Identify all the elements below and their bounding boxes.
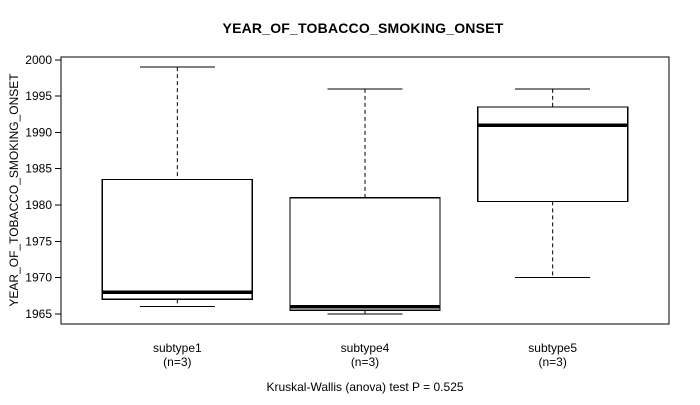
group-n-label: (n=3) bbox=[538, 355, 566, 369]
boxes bbox=[101, 66, 629, 315]
iqr-box bbox=[477, 106, 629, 202]
stat-test-caption: Kruskal-Wallis (anova) test P = 0.525 bbox=[266, 380, 463, 394]
x-axis-labels: subtype1(n=3)subtype4(n=3)subtype5(n=3) bbox=[153, 341, 577, 369]
box-group bbox=[477, 88, 629, 279]
y-tick-label: 1980 bbox=[25, 198, 52, 212]
y-axis-label: YEAR_OF_TOBACCO_SMOKING_ONSET bbox=[7, 73, 21, 307]
iqr-box bbox=[101, 179, 253, 300]
group-n-label: (n=3) bbox=[163, 355, 191, 369]
y-tick-label: 1975 bbox=[25, 234, 52, 248]
iqr-box bbox=[289, 197, 441, 311]
group-label: subtype5 bbox=[528, 341, 577, 355]
y-tick-label: 2000 bbox=[25, 53, 52, 67]
group-label: subtype1 bbox=[153, 341, 202, 355]
y-axis: 1965 1970 1975 1980 1985 1990 1995 2000 bbox=[25, 53, 61, 321]
y-tick-label: 1965 bbox=[25, 307, 52, 321]
group-n-label: (n=3) bbox=[351, 355, 379, 369]
y-tick-label: 1970 bbox=[25, 271, 52, 285]
box-group bbox=[101, 66, 253, 308]
y-tick-label: 1995 bbox=[25, 89, 52, 103]
box-group bbox=[289, 88, 441, 315]
group-label: subtype4 bbox=[341, 341, 390, 355]
y-tick-label: 1990 bbox=[25, 125, 52, 139]
plot-border bbox=[60, 56, 670, 325]
chart-title: YEAR_OF_TOBACCO_SMOKING_ONSET bbox=[223, 20, 504, 36]
y-tick-label: 1985 bbox=[25, 162, 52, 176]
